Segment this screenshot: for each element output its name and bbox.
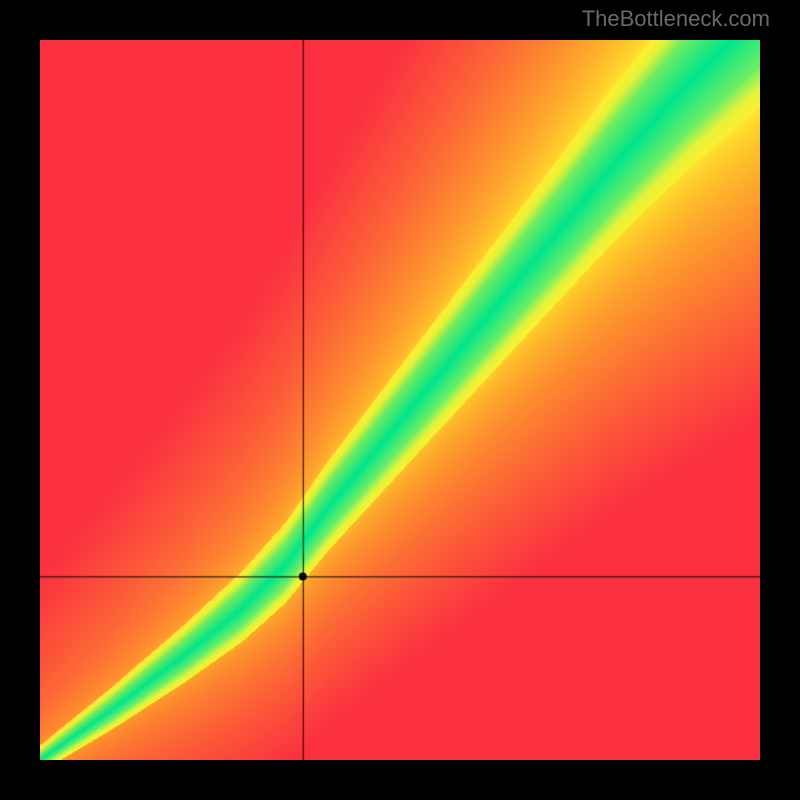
bottleneck-heatmap — [40, 40, 760, 760]
watermark-text: TheBottleneck.com — [582, 6, 770, 32]
heatmap-canvas — [40, 40, 760, 760]
